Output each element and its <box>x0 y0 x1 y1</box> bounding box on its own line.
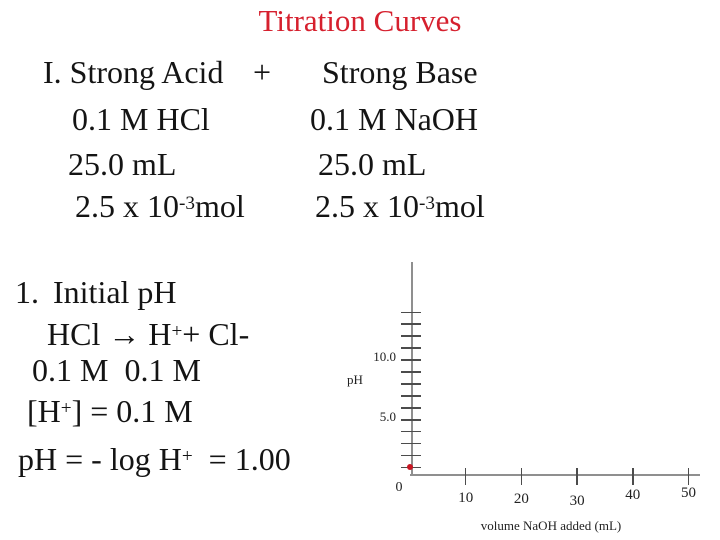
ph-formula: pH = - log H <box>18 441 182 477</box>
x-axis-tick <box>632 468 634 485</box>
naoh-moles-unit: mol <box>434 188 485 224</box>
x-axis-tick <box>687 468 690 485</box>
hcl-volume: 25.0 mL <box>68 146 177 182</box>
y-tick-label: 10.0 <box>373 348 396 364</box>
ion-concentrations: 0.1 M 0.1 M <box>32 352 201 388</box>
titration-curve-chart: pH 0 volume NaOH added (mL) 5.0 10.0 10 20 3… <box>340 255 720 540</box>
hcl-moles-base: 2.5 x 10 <box>75 188 179 224</box>
equation-right: + Cl- <box>182 316 250 352</box>
x-axis-line <box>410 474 700 476</box>
data-point <box>407 463 413 470</box>
y-axis-tick <box>401 359 421 361</box>
hcl-concentration: 0.1 M HCl <box>72 101 210 137</box>
step-initial-ph: Initial pH <box>53 274 177 310</box>
plus-sign: + <box>253 54 272 90</box>
x-axis-tick <box>576 468 578 485</box>
hcl-moles-exponent: -3 <box>179 192 195 214</box>
ph-result: = 1.00 <box>192 441 291 477</box>
hcl-moles-unit: mol <box>194 188 245 224</box>
y-axis-tick <box>401 407 421 409</box>
h-bracket-open: [H <box>27 393 61 429</box>
y-axis-tick <box>401 430 421 433</box>
y-axis-tick <box>401 371 421 373</box>
naoh-moles-exponent: -3 <box>419 192 435 214</box>
y-axis-tick <box>401 442 421 445</box>
y-axis-tick <box>401 311 421 314</box>
x-tick-label: 40 <box>625 487 641 503</box>
dissociation-equation: HCl → H++ Cl- <box>47 318 249 350</box>
y-axis-tick <box>401 419 421 421</box>
origin-label: 0 <box>395 480 403 495</box>
ph-formula-superscript: + <box>181 445 193 467</box>
h-plus-superscript: + <box>171 320 183 342</box>
naoh-volume: 25.0 mL <box>318 146 427 182</box>
y-axis-label: pH <box>347 372 363 387</box>
y-axis-tick <box>401 454 421 457</box>
x-tick-label: 50 <box>681 485 696 501</box>
y-tick-label: 5.0 <box>379 408 396 424</box>
ph-calculation-line: pH = - log H+ = 1.00 <box>18 443 291 475</box>
y-axis-tick <box>401 323 421 325</box>
y-axis-tick <box>401 395 421 397</box>
slide-title: Titration Curves <box>258 3 462 38</box>
y-axis-tick <box>401 383 421 385</box>
naoh-moles: 2.5 x 10-3mol <box>315 190 485 222</box>
x-tick-label: 10 <box>458 490 474 506</box>
equation-left: HCl → H <box>47 316 172 352</box>
heading-strong-base: Strong Base <box>322 54 478 90</box>
x-axis-tick <box>464 468 467 485</box>
y-axis-line <box>411 262 413 474</box>
x-tick-label: 30 <box>569 493 585 509</box>
x-axis-tick <box>520 468 523 485</box>
heading-strong-acid: I. Strong Acid <box>43 54 224 90</box>
hcl-moles: 2.5 x 10-3mol <box>75 190 245 222</box>
h-concentration-line: [H+] = 0.1 M <box>27 395 193 427</box>
y-axis-tick <box>401 335 421 337</box>
h-concentration-value: ] = 0.1 M <box>71 393 193 429</box>
naoh-moles-base: 2.5 x 10 <box>315 188 419 224</box>
x-axis-label: volume NaOH added (mL) <box>480 518 622 533</box>
step-number: 1. <box>15 274 39 310</box>
h-concentration-superscript: + <box>60 397 72 419</box>
y-axis-tick <box>401 347 421 349</box>
naoh-concentration: 0.1 M NaOH <box>310 101 478 137</box>
x-tick-label: 20 <box>513 491 529 507</box>
